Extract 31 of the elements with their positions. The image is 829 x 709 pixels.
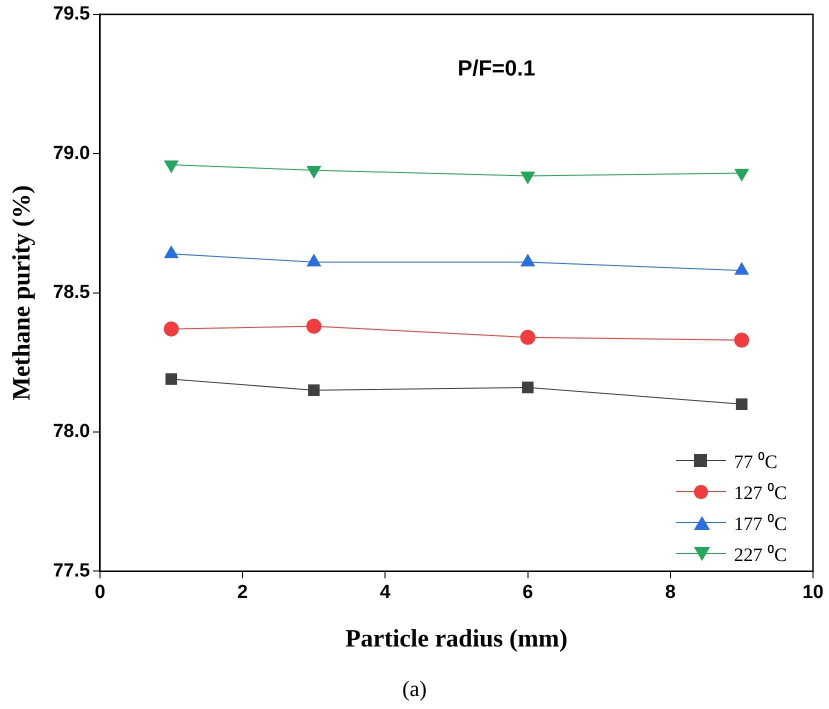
point <box>734 332 750 348</box>
y-tick-label: 79.0 <box>52 142 90 164</box>
legend-label: 177 ⁰C <box>734 512 787 536</box>
point <box>164 321 179 336</box>
point <box>306 166 321 178</box>
y-tick-label: 78.5 <box>52 282 90 304</box>
legend-label: 127 ⁰C <box>734 482 787 504</box>
x-tick-label: 4 <box>380 582 391 603</box>
x-tick-label: 0 <box>94 582 106 603</box>
point <box>520 330 536 345</box>
x-tick-label: 2 <box>237 582 248 603</box>
text: P/F=0.1 <box>458 55 536 80</box>
x-axis-title: Particle radius (mm) <box>345 625 568 652</box>
y-tick-label: 79.5 <box>52 4 90 25</box>
point <box>164 160 178 173</box>
point <box>308 384 320 396</box>
point <box>522 382 534 394</box>
point <box>736 398 748 410</box>
point <box>520 172 535 184</box>
x-tick-label: 8 <box>665 582 676 603</box>
y-tick-label: 78.0 <box>52 421 90 442</box>
x-tick-label: 6 <box>522 582 534 603</box>
y-axis-title: Methane purity (%) <box>8 185 36 400</box>
y-tick-label: 77.5 <box>52 560 90 582</box>
point <box>165 373 178 385</box>
point <box>306 318 322 334</box>
text: (a) <box>401 676 428 702</box>
point <box>734 168 749 182</box>
legend-label: 227 ⁰C <box>734 544 787 566</box>
legend-label: 77 ⁰C <box>734 450 778 474</box>
x-tick-label: 10 <box>802 582 824 603</box>
